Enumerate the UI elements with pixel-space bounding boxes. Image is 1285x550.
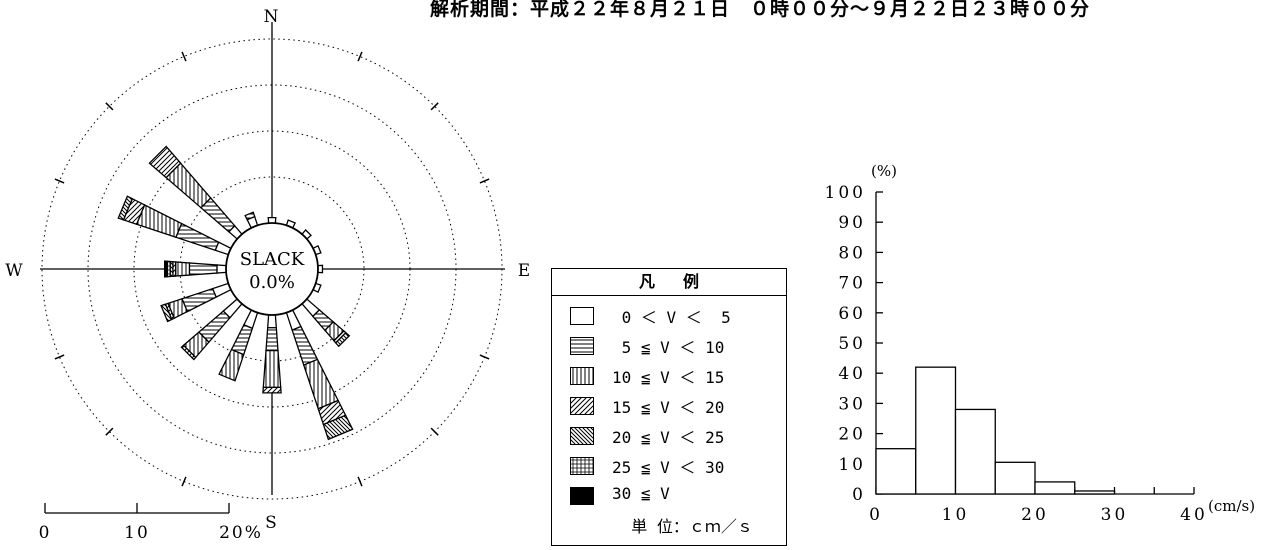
legend-row: 10 ≦ V ＜ 15 — [552, 363, 788, 389]
rose-tick-45 — [430, 102, 439, 111]
legend-row: 30 ≦ V — [552, 483, 788, 509]
rose-tick-135 — [430, 427, 439, 436]
hist-ylabel-0: 0 — [852, 485, 866, 505]
rose-tick-292.5 — [54, 178, 65, 184]
rose-tick-337.5 — [181, 51, 187, 62]
rose-bar-270-bin6 — [163, 260, 169, 278]
hist-xlabel-30: 30 — [1101, 505, 1129, 525]
rose-bar-247.5-bin4 — [160, 303, 173, 323]
hist-ylabel-70: 70 — [838, 274, 866, 294]
rose-bar-180-bin3 — [262, 386, 282, 394]
rose-bar-270-bin2 — [175, 261, 191, 277]
rose-tick-157.5 — [357, 476, 363, 487]
legend-label-3: 15 ≦ V ＜ 20 — [612, 398, 725, 417]
rose-bar-157.5-bin4 — [322, 414, 354, 441]
rose-tick-247.5 — [54, 354, 65, 360]
rose-bar-292.5-bin2 — [135, 204, 183, 239]
hist-xlabel-40: 40 — [1180, 505, 1208, 525]
rose-scale-label-10: 10 — [124, 523, 150, 543]
rose-tick-202.5 — [181, 476, 187, 487]
hist-ylabel-30: 30 — [838, 394, 866, 414]
rose-bar-270-bin0 — [216, 264, 227, 274]
hist-bar-2 — [954, 408, 996, 495]
hist-bar-5 — [1074, 490, 1116, 495]
legend-swatch-5 — [570, 457, 594, 475]
chart-title: 解析期間：平成２２年８月２１日 ０時００分～９月２２日２３時００分 — [430, 0, 1091, 20]
compass-west: W — [5, 261, 23, 281]
hist-bar-1 — [915, 366, 957, 495]
rose-bar-337.5-bin1 — [244, 211, 256, 221]
rose-scale-label-20: 20% — [219, 523, 263, 543]
legend-swatch-0 — [570, 307, 594, 325]
hist-ylabel-40: 40 — [838, 364, 866, 384]
hist-y-unit: (%) — [871, 162, 897, 180]
legend-row: 5 ≦ V ＜ 10 — [552, 333, 788, 359]
hist-ylabel-50: 50 — [838, 334, 866, 354]
hist-ylabel-80: 80 — [838, 243, 866, 263]
legend-label-0: 0 ＜ V ＜ 5 — [612, 308, 731, 327]
rose-bar-225-bin3 — [180, 344, 197, 361]
hist-bar-3 — [994, 461, 1036, 495]
compass-east: E — [518, 261, 530, 281]
legend-swatch-6 — [570, 487, 594, 505]
rose-center-circle — [225, 222, 319, 316]
compass-south: S — [265, 513, 277, 533]
legend-label-1: 5 ≦ V ＜ 10 — [612, 338, 725, 357]
hist-bar-0 — [875, 448, 917, 495]
rose-bar-270-bin1 — [188, 262, 218, 276]
rose-bar-315-bin3 — [148, 145, 182, 179]
rose-center-label: SLACK — [240, 249, 305, 270]
hist-ylabel-10: 10 — [838, 455, 866, 475]
rose-center-value: 0.0% — [249, 272, 295, 293]
legend-swatch-3 — [570, 397, 594, 415]
rose-bar-292.5-bin4 — [117, 195, 134, 221]
rose-bar-157.5-bin2 — [302, 358, 340, 410]
rose-bar-157.5-bin1 — [291, 325, 319, 366]
legend-unit: 単 位：ｃｍ／ｓ — [612, 517, 753, 536]
rose-bar-180-bin2 — [262, 350, 282, 389]
rose-bar-202.5-bin2 — [218, 348, 245, 382]
rose-tick-225 — [105, 427, 114, 436]
legend-row: 15 ≦ V ＜ 20 — [552, 393, 788, 419]
hist-ylabel-20: 20 — [838, 425, 866, 445]
hist-xlabel-20: 20 — [1021, 505, 1049, 525]
rose-tick-112.5 — [479, 354, 490, 360]
rose-tick-22.5 — [357, 51, 363, 62]
hist-xlabel-0: 0 — [869, 505, 883, 525]
rose-bar-247.5-bin1 — [181, 287, 217, 313]
legend-row: 20 ≦ V ＜ 25 — [552, 423, 788, 449]
legend-swatch-4 — [570, 427, 594, 445]
hist-x-unit: (cm/s) — [1208, 497, 1255, 515]
legend-title: 凡例 — [552, 269, 786, 296]
legend-row: 25 ≦ V ＜ 30 — [552, 453, 788, 479]
rose-bar-135-bin4 — [334, 331, 351, 348]
rose-tick-67.5 — [479, 178, 490, 184]
legend-swatch-2 — [570, 367, 594, 385]
hist-ylabel-100: 100 — [825, 183, 866, 203]
legend-label-5: 25 ≦ V ＜ 30 — [612, 458, 725, 477]
rose-tick-315 — [105, 102, 114, 111]
rose-bar-292.5-bin1 — [175, 222, 220, 252]
legend-row: 0 ＜ V ＜ 5 — [552, 303, 788, 329]
hist-xlabel-10: 10 — [942, 505, 970, 525]
compass-north: N — [264, 7, 279, 27]
hist-ylabel-60: 60 — [838, 304, 866, 324]
legend-box: 凡例 0 ＜ V ＜ 5 5 ≦ V ＜ 10 10 ≦ V ＜ 15 15 ≦ V… — [551, 268, 787, 546]
hist-bar-4 — [1034, 481, 1076, 495]
rose-bar-180-bin1 — [265, 327, 279, 352]
legend-label-4: 20 ≦ V ＜ 25 — [612, 428, 725, 447]
legend-swatch-1 — [570, 337, 594, 355]
legend-label-6: 30 ≦ V — [612, 484, 670, 503]
rose-bar-180-bin0 — [266, 314, 278, 329]
legend-label-2: 10 ≦ V ＜ 15 — [612, 368, 725, 387]
rose-scale-label-0: 0 — [39, 523, 52, 543]
hist-ylabel-90: 90 — [838, 213, 866, 233]
